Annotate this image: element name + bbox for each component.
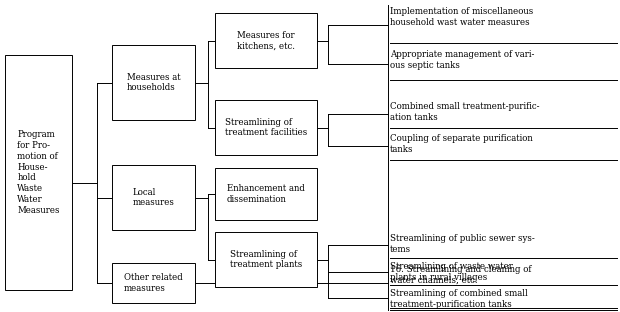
Text: Measures for
kitchens, etc.: Measures for kitchens, etc. bbox=[237, 31, 295, 50]
Text: Combined small treatment-purific-
ation tanks: Combined small treatment-purific- ation … bbox=[390, 102, 539, 122]
Text: Streamlining of waste water
plants in rural villages: Streamlining of waste water plants in ru… bbox=[390, 262, 513, 282]
Bar bbox=[215, 13, 317, 68]
Text: Appropriate management of vari-
ous septic tanks: Appropriate management of vari- ous sept… bbox=[390, 50, 534, 70]
Text: Streamlining of
treatment plants: Streamlining of treatment plants bbox=[230, 250, 302, 269]
Bar bbox=[112, 263, 195, 303]
Text: Coupling of separate purification
tanks: Coupling of separate purification tanks bbox=[390, 134, 533, 154]
Text: Enhancement and
dissemination: Enhancement and dissemination bbox=[227, 184, 305, 204]
Text: Program
for Pro-
motion of
House-
hold
Waste
Water
Measures: Program for Pro- motion of House- hold W… bbox=[17, 130, 60, 215]
Text: Other related
measures: Other related measures bbox=[124, 273, 183, 293]
Bar bbox=[215, 168, 317, 220]
Text: Measures at
households: Measures at households bbox=[126, 73, 180, 92]
Bar bbox=[215, 232, 317, 287]
Bar bbox=[5, 55, 72, 290]
Text: Local
measures: Local measures bbox=[133, 188, 174, 207]
Text: 16. Streamlining and cleaning of
water channels, etc.: 16. Streamlining and cleaning of water c… bbox=[390, 265, 531, 285]
Bar bbox=[112, 45, 195, 120]
Bar bbox=[215, 100, 317, 155]
Bar bbox=[112, 165, 195, 230]
Text: Streamlining of combined small
treatment-purification tanks: Streamlining of combined small treatment… bbox=[390, 289, 528, 309]
Text: Streamlining of public sewer sys-
tems: Streamlining of public sewer sys- tems bbox=[390, 234, 534, 254]
Text: Implementation of miscellaneous
household wast water measures: Implementation of miscellaneous househol… bbox=[390, 7, 533, 27]
Text: Streamlining of
treatment facilities: Streamlining of treatment facilities bbox=[225, 118, 307, 137]
